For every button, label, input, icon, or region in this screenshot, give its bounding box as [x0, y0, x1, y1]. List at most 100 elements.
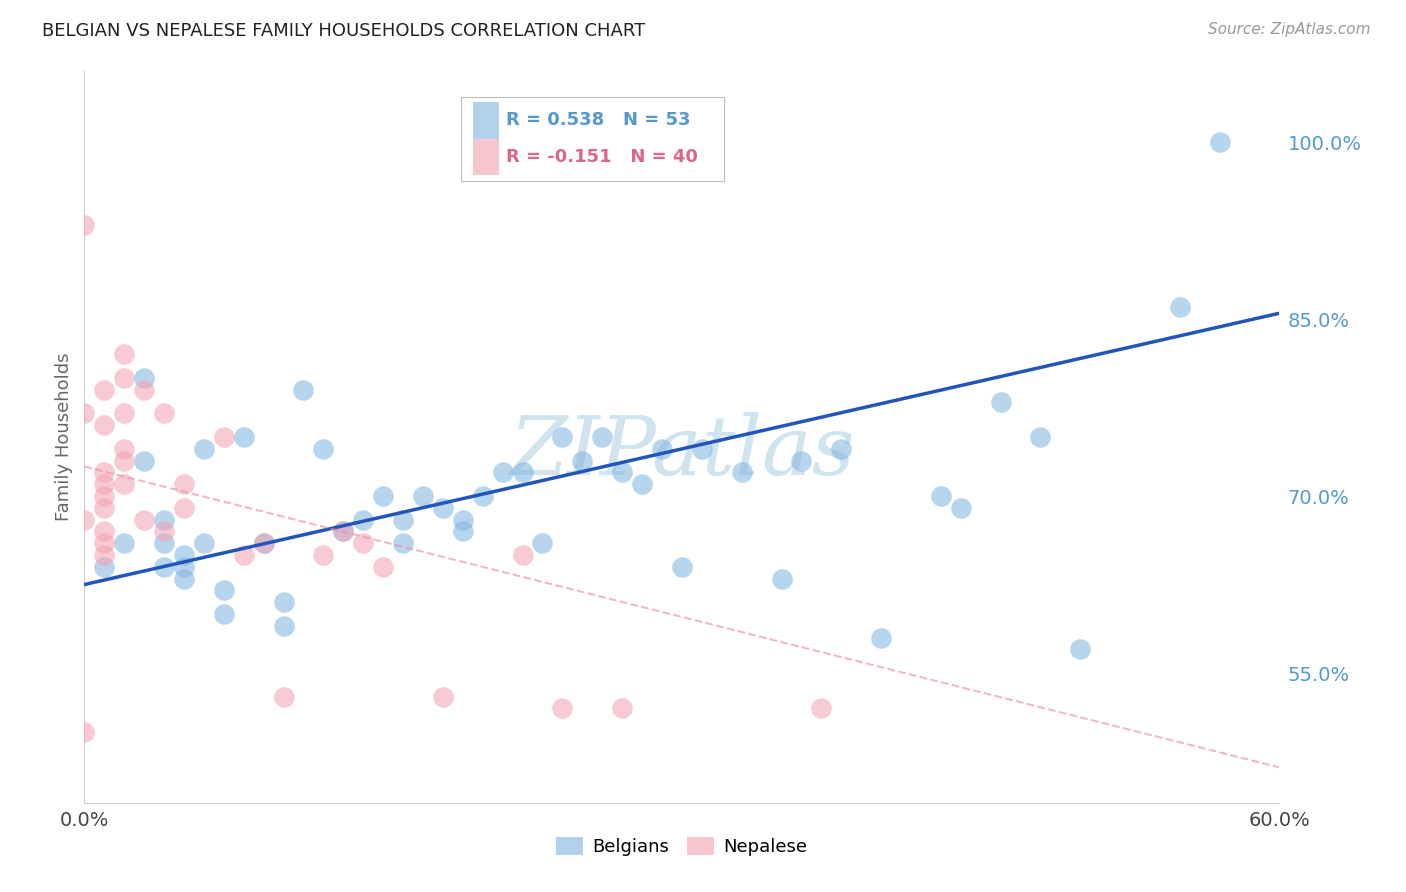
Point	[512, 548, 534, 562]
Point	[352, 513, 374, 527]
Point	[1029, 430, 1052, 444]
Point	[132, 383, 156, 397]
Point	[352, 536, 374, 550]
Point	[432, 500, 454, 515]
Y-axis label: Family Households: Family Households	[55, 353, 73, 521]
Point	[651, 442, 673, 456]
Point	[212, 430, 235, 444]
Point	[173, 548, 195, 562]
Point	[212, 583, 235, 598]
Point	[312, 442, 335, 456]
Point	[312, 548, 335, 562]
Point	[153, 407, 176, 421]
Point	[93, 489, 115, 503]
Point	[551, 701, 574, 715]
Point	[153, 536, 176, 550]
FancyBboxPatch shape	[461, 97, 724, 181]
Point	[153, 513, 176, 527]
Point	[929, 489, 952, 503]
Point	[93, 536, 115, 550]
Point	[112, 477, 135, 491]
Point	[551, 430, 574, 444]
Point	[132, 513, 156, 527]
Point	[273, 595, 295, 609]
Point	[93, 466, 115, 480]
Point	[373, 559, 395, 574]
Point	[451, 513, 474, 527]
Point	[93, 383, 115, 397]
Point	[671, 559, 693, 574]
Text: R = 0.538   N = 53: R = 0.538 N = 53	[506, 112, 690, 129]
Point	[1069, 642, 1091, 657]
Text: BELGIAN VS NEPALESE FAMILY HOUSEHOLDS CORRELATION CHART: BELGIAN VS NEPALESE FAMILY HOUSEHOLDS CO…	[42, 22, 645, 40]
Point	[73, 513, 96, 527]
Point	[193, 442, 215, 456]
Point	[212, 607, 235, 621]
Point	[990, 394, 1012, 409]
Point	[731, 466, 754, 480]
Point	[93, 418, 115, 433]
Point	[571, 453, 593, 467]
Point	[173, 572, 195, 586]
Point	[810, 701, 832, 715]
Point	[173, 477, 195, 491]
Point	[153, 524, 176, 539]
Point	[830, 442, 852, 456]
Point	[612, 466, 634, 480]
Point	[153, 559, 176, 574]
Point	[392, 536, 415, 550]
Point	[73, 725, 96, 739]
Point	[232, 430, 254, 444]
Point	[870, 631, 893, 645]
Point	[93, 524, 115, 539]
Point	[173, 500, 195, 515]
Point	[512, 466, 534, 480]
Point	[93, 559, 115, 574]
Point	[93, 477, 115, 491]
Point	[531, 536, 554, 550]
Point	[112, 442, 135, 456]
Point	[492, 466, 515, 480]
Point	[1209, 135, 1232, 149]
Point	[232, 548, 254, 562]
Point	[73, 218, 96, 232]
Point	[631, 477, 654, 491]
Point	[253, 536, 276, 550]
Point	[332, 524, 354, 539]
Point	[173, 559, 195, 574]
Point	[432, 690, 454, 704]
Point	[332, 524, 354, 539]
Point	[770, 572, 793, 586]
Text: ZIPatlas: ZIPatlas	[509, 412, 855, 491]
Point	[949, 500, 972, 515]
Point	[193, 536, 215, 550]
Point	[93, 548, 115, 562]
Point	[112, 347, 135, 361]
Point	[1168, 301, 1191, 315]
Point	[591, 430, 613, 444]
Point	[253, 536, 276, 550]
Point	[93, 500, 115, 515]
Legend: Belgians, Nepalese: Belgians, Nepalese	[550, 830, 814, 863]
Point	[273, 690, 295, 704]
Point	[112, 453, 135, 467]
Point	[612, 701, 634, 715]
Point	[392, 513, 415, 527]
Point	[112, 407, 135, 421]
Point	[73, 407, 96, 421]
Point	[690, 442, 713, 456]
Point	[790, 453, 813, 467]
Point	[451, 524, 474, 539]
Point	[132, 453, 156, 467]
Point	[292, 383, 315, 397]
Bar	[472, 102, 499, 138]
Point	[112, 371, 135, 385]
Point	[373, 489, 395, 503]
Bar	[472, 138, 499, 175]
Text: R = -0.151   N = 40: R = -0.151 N = 40	[506, 148, 699, 166]
Point	[412, 489, 434, 503]
Text: Source: ZipAtlas.com: Source: ZipAtlas.com	[1208, 22, 1371, 37]
Point	[273, 619, 295, 633]
Point	[112, 536, 135, 550]
Point	[471, 489, 494, 503]
